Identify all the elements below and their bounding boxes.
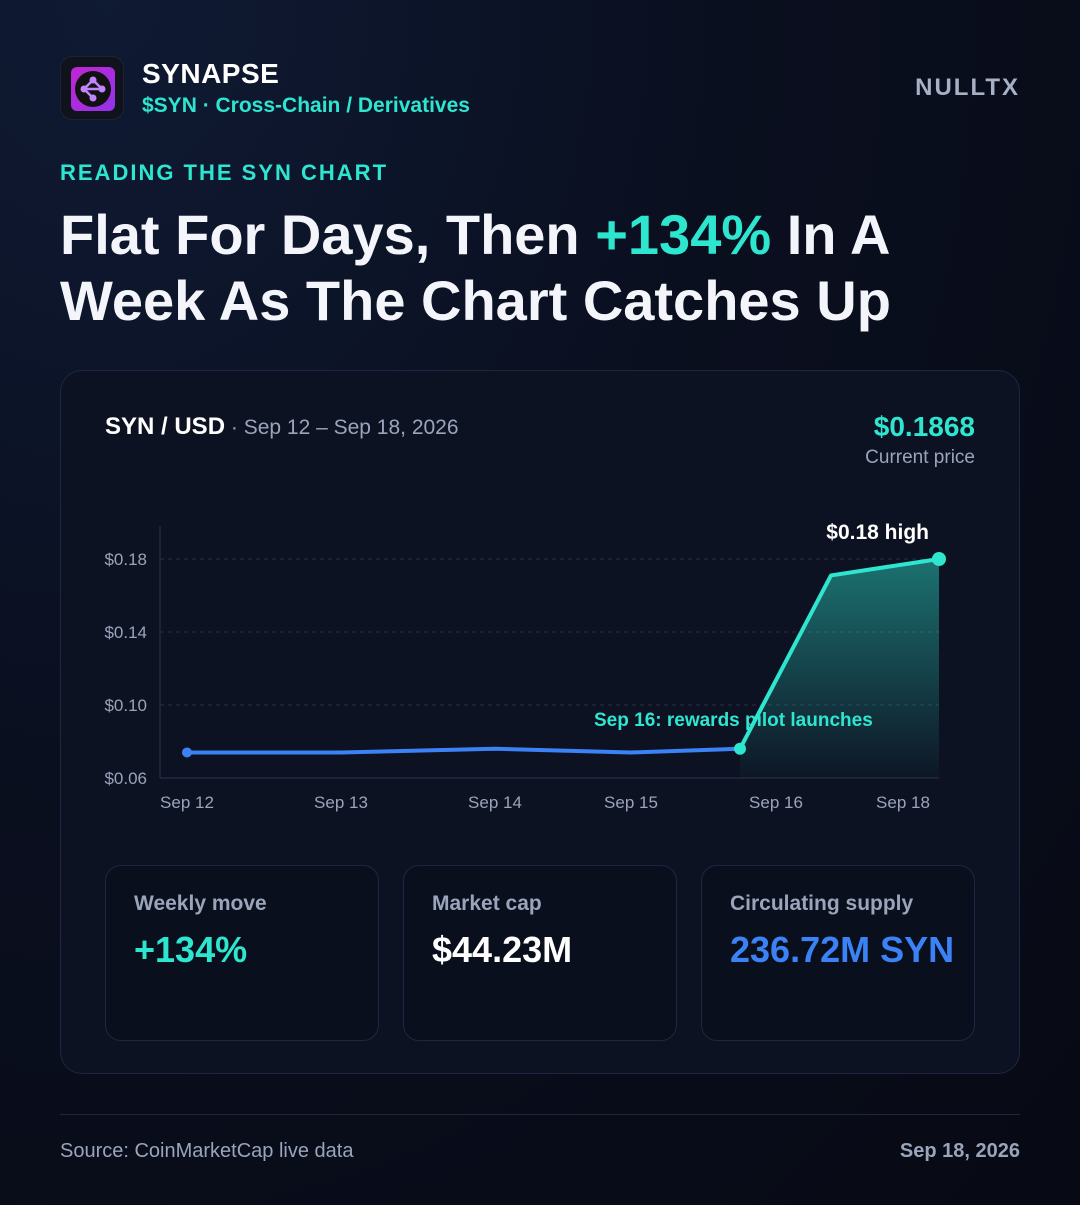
stat-market-cap: Market cap $44.23M — [403, 865, 677, 1041]
x-tick-label: Sep 16 — [749, 793, 803, 812]
pair-title: SYN / USD · Sep 12 – Sep 18, 2026 — [105, 413, 459, 441]
price-chart: $0.06 $0.10 $0.14 $0.18 Sep 12 Sep 13 Sep 14 Se… — [104, 521, 946, 812]
price-area-fill — [740, 559, 939, 778]
price-line-pre — [185, 746, 742, 755]
eyebrow-label: READING THE SYN CHART — [60, 160, 389, 185]
current-price-label: Current price — [865, 447, 975, 468]
date-range: · Sep 12 – Sep 18, 2026 — [225, 416, 459, 439]
high-point-marker — [932, 552, 946, 566]
high-annotation: $0.18 high — [826, 521, 929, 544]
x-tick-label: Sep 12 — [160, 793, 214, 812]
brand-name: SYNAPSE — [142, 58, 280, 89]
stat-weekly-move: Weekly move +134% — [105, 865, 379, 1041]
source-text: Source: CoinMarketCap live data — [60, 1140, 354, 1162]
event-point-marker — [734, 742, 746, 755]
stat-label: Circulating supply — [730, 892, 914, 915]
pair-name: SYN / USD — [105, 413, 226, 440]
start-point-marker — [182, 747, 192, 758]
event-annotation: Sep 16: rewards pilot launches — [594, 710, 873, 731]
brand-subtitle: $SYN · Cross-Chain / Derivatives — [142, 94, 470, 117]
price-line-post — [738, 557, 941, 751]
headline: Flat For Days, Then +134% In A Week As T… — [60, 202, 1020, 334]
stat-circulating-supply: Circulating supply 236.72M SYN — [701, 865, 975, 1041]
chart-card: SYN / USD · Sep 12 – Sep 18, 2026 $0.186… — [60, 370, 1020, 1074]
brand-logo — [60, 56, 124, 120]
header: SYNAPSE $SYN · Cross-Chain / Derivatives… — [60, 56, 1020, 120]
stat-label: Weekly move — [134, 892, 267, 915]
footer-divider — [60, 1114, 1020, 1115]
headline-highlight: +134% — [595, 203, 772, 266]
x-tick-label: Sep 14 — [468, 793, 522, 812]
stat-value: $44.23M — [432, 929, 573, 970]
footer-date: Sep 18, 2026 — [899, 1140, 1020, 1162]
y-tick-label: $0.14 — [104, 623, 147, 642]
current-price: $0.1868 — [873, 411, 975, 442]
publisher-name: NULLTX — [915, 74, 1020, 101]
headline-after: In A Week As The Chart Catches Up — [60, 203, 891, 332]
headline-before: Flat For Days, Then — [60, 203, 596, 266]
x-tick-label: Sep 15 — [604, 793, 658, 812]
y-tick-label: $0.10 — [104, 696, 147, 715]
y-tick-label: $0.06 — [104, 769, 147, 788]
stat-value: +134% — [134, 929, 248, 970]
stat-label: Market cap — [432, 892, 542, 915]
network-nodes-icon — [71, 67, 115, 111]
y-tick-label: $0.18 — [104, 550, 147, 569]
x-tick-label: Sep 18 — [876, 793, 930, 812]
x-tick-label: Sep 13 — [314, 793, 368, 812]
stat-value: 236.72M SYN — [730, 929, 955, 970]
